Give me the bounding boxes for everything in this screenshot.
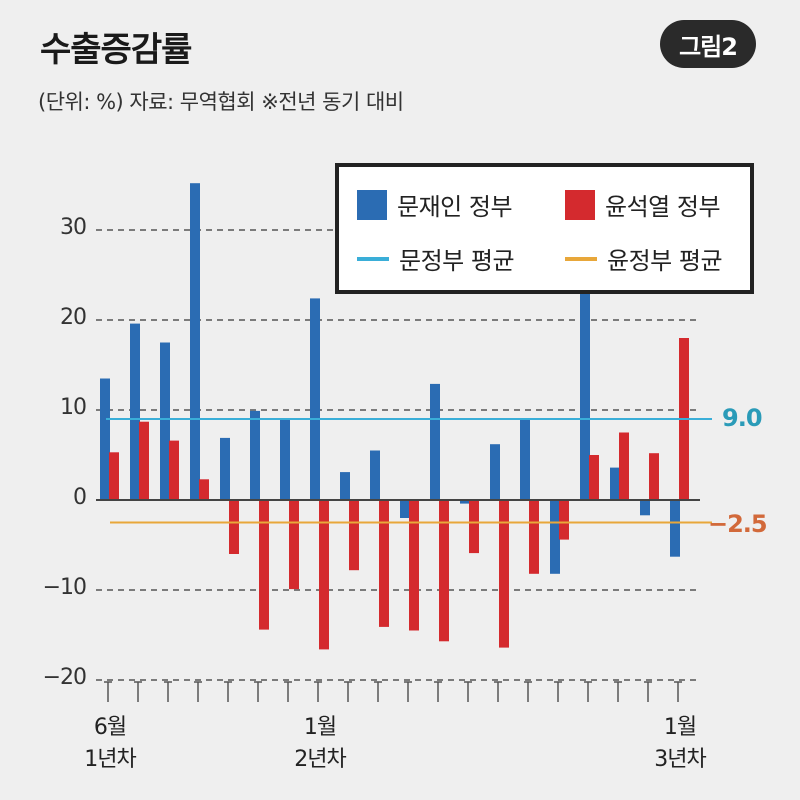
bar-moon	[580, 221, 590, 500]
y-tick-label: 10	[60, 395, 87, 420]
bar-moon	[670, 500, 680, 557]
bar-moon	[340, 472, 350, 500]
figure-badge: 그림2	[660, 20, 756, 68]
bar-yoon	[319, 500, 329, 650]
bar-moon	[310, 298, 320, 500]
bar-moon	[520, 419, 530, 500]
yoon-avg-value-label: −2.5	[708, 510, 768, 538]
y-tick-label: 0	[73, 485, 87, 510]
bar-moon	[250, 410, 260, 500]
legend-item-yoon-avg: 윤정부 평균	[565, 241, 723, 276]
bar-yoon	[559, 500, 569, 540]
chart-title: 수출증감률	[40, 30, 192, 70]
bar-yoon	[109, 452, 119, 500]
bar-yoon	[649, 453, 659, 500]
y-tick-label: −10	[42, 575, 87, 600]
moon-avg-line-icon	[357, 256, 389, 261]
legend-item-moon-avg: 문정부 평균	[357, 241, 515, 276]
moon-swatch-icon	[357, 189, 387, 220]
x-label-month: 1월	[303, 715, 337, 740]
bar-moon	[220, 437, 230, 500]
legend-label-yoon: 윤석열 정부	[605, 193, 721, 221]
bar-moon	[610, 467, 620, 500]
bar-moon	[430, 383, 440, 500]
bar-yoon	[619, 432, 629, 500]
x-label-month: 6월	[93, 715, 127, 740]
bar-moon	[460, 500, 470, 504]
x-label-year: 1년차	[84, 747, 136, 772]
bar-yoon	[289, 500, 299, 590]
bar-moon	[280, 419, 290, 500]
bar-yoon	[229, 500, 239, 554]
legend: 문재인 정부 윤석열 정부 문정부 평균 윤정부 평균	[335, 163, 754, 294]
bar-yoon	[529, 500, 539, 574]
bar-moon	[160, 342, 170, 500]
bar-yoon	[409, 500, 419, 631]
bar-yoon	[259, 500, 269, 630]
bar-moon	[550, 500, 560, 574]
legend-label-moon-avg: 문정부 평균	[399, 247, 515, 275]
y-tick-label: −20	[42, 665, 87, 690]
legend-label-moon: 문재인 정부	[397, 193, 513, 221]
bar-moon	[490, 444, 500, 500]
bar-yoon	[139, 421, 149, 500]
chart-subtitle: (단위: %) 자료: 무역협회 ※전년 동기 대비	[38, 90, 404, 114]
x-label-month: 1월	[663, 715, 697, 740]
moon-avg-value-label: 9.0	[722, 404, 763, 432]
y-tick-label: 20	[60, 305, 87, 330]
bar-moon	[370, 450, 380, 500]
legend-label-yoon-avg: 윤정부 평균	[607, 247, 723, 275]
x-tick-label: 1월 3년차	[635, 712, 725, 776]
x-tick-label: 6월 1년차	[65, 712, 155, 776]
bar-yoon	[349, 500, 359, 571]
bar-yoon	[169, 440, 179, 500]
bar-yoon	[589, 455, 599, 500]
legend-item-yoon: 윤석열 정부	[565, 187, 721, 222]
bar-moon	[100, 378, 110, 500]
bar-moon	[130, 323, 140, 500]
bar-moon	[640, 500, 650, 516]
y-tick-label: 30	[60, 215, 87, 240]
bar-moon	[400, 500, 410, 518]
yoon-swatch-icon	[565, 189, 595, 220]
bar-yoon	[439, 500, 449, 642]
legend-item-moon: 문재인 정부	[357, 187, 513, 222]
yoon-avg-line-icon	[565, 256, 597, 261]
bar-yoon	[469, 500, 479, 554]
bar-yoon	[379, 500, 389, 627]
x-label-year: 2년차	[294, 747, 346, 772]
bar-yoon	[199, 479, 209, 500]
bar-yoon	[499, 500, 509, 648]
x-label-year: 3년차	[654, 747, 706, 772]
bar-moon	[190, 183, 200, 500]
x-tick-label: 1월 2년차	[275, 712, 365, 776]
